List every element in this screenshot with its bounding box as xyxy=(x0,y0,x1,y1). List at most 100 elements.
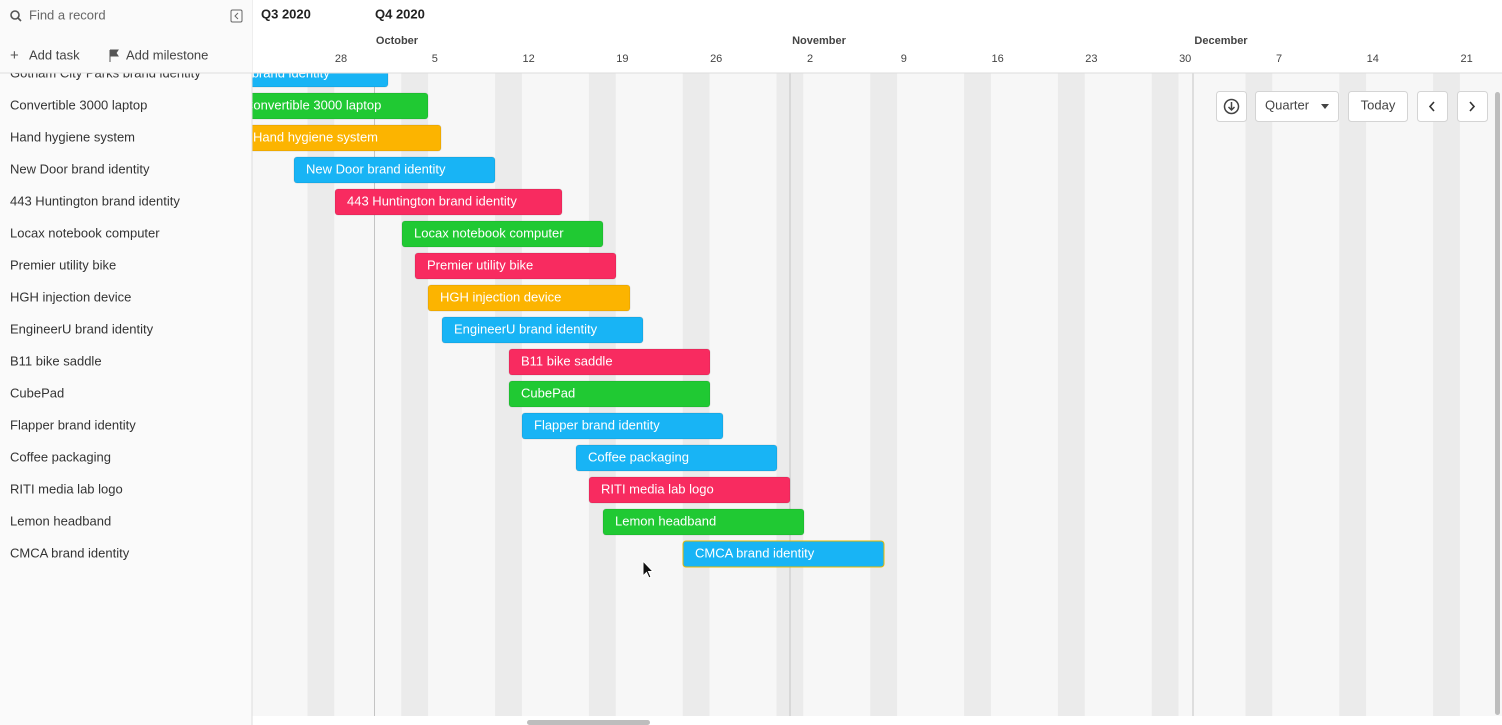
today-button[interactable] xyxy=(1348,91,1408,122)
task-bar-label: EngineerU brand identity xyxy=(454,321,598,336)
weekend-stripe xyxy=(1245,73,1273,716)
record-name[interactable]: Locax notebook computer xyxy=(10,225,160,240)
record-name[interactable]: Lemon headband xyxy=(10,513,111,528)
day-label: 30 xyxy=(1179,53,1191,65)
day-label: 28 xyxy=(335,53,347,65)
weekend-stripe xyxy=(1339,73,1367,716)
task-bar-label: Flapper brand identity xyxy=(534,417,660,432)
month-label: October xyxy=(376,35,419,47)
quarter-label: Q4 2020 xyxy=(375,6,425,21)
task-bar[interactable] xyxy=(441,316,644,344)
task-bar-label: RITI media lab logo xyxy=(601,481,714,496)
search-input[interactable]: Find a record xyxy=(29,7,106,22)
record-name[interactable]: CMCA brand identity xyxy=(10,545,130,560)
task-bar-label: Premier utility bike xyxy=(427,257,533,272)
record-name[interactable]: CubePad xyxy=(10,385,64,400)
record-name[interactable]: Flapper brand identity xyxy=(10,417,136,432)
weekend-stripe xyxy=(964,73,991,716)
task-bar-label: Convertible 3000 laptop xyxy=(244,97,381,112)
record-name[interactable]: New Door brand identity xyxy=(10,161,150,176)
collapse-button[interactable] xyxy=(230,9,243,23)
day-label: 7 xyxy=(1276,53,1282,65)
record-name[interactable]: Hand hygiene system xyxy=(10,129,135,144)
task-bar[interactable] xyxy=(602,508,805,536)
day-label: 12 xyxy=(522,53,534,65)
task-bar-label: Coffee packaging xyxy=(588,449,689,464)
h-scrollbar[interactable] xyxy=(527,720,650,725)
task-bar-label: Gotham City Parks brand identity xyxy=(139,65,330,80)
weekend-stripe xyxy=(1433,73,1460,716)
record-name[interactable]: Premier utility bike xyxy=(10,257,116,272)
sidebar xyxy=(0,0,252,725)
task-bar-label: CMCA brand identity xyxy=(695,545,815,560)
task-bar[interactable] xyxy=(240,124,442,152)
task-bar[interactable] xyxy=(588,476,791,504)
next-button[interactable] xyxy=(1457,91,1488,122)
day-label: 9 xyxy=(901,53,907,65)
day-label: 21 xyxy=(1460,53,1472,65)
v-scrollbar[interactable] xyxy=(1495,92,1500,715)
task-bar-label: Locax notebook computer xyxy=(414,225,564,240)
download-icon xyxy=(1223,98,1240,115)
task-bar[interactable] xyxy=(575,444,778,472)
today-label: Today xyxy=(1361,97,1396,112)
record-name[interactable]: Convertible 3000 laptop xyxy=(10,97,147,112)
task-bar-label: Hand hygiene system xyxy=(253,129,378,144)
task-bar-label: B11 bike saddle xyxy=(521,353,613,368)
task-bar-label: CubePad xyxy=(521,385,575,400)
search[interactable]: Find a record xyxy=(10,7,106,22)
task-bar[interactable] xyxy=(200,61,389,88)
zoom-label: Quarter xyxy=(1265,97,1310,112)
task-bar-label: New Door brand identity xyxy=(306,161,446,176)
day-label: 26 xyxy=(710,53,722,65)
day-label: 19 xyxy=(616,53,628,65)
record-name[interactable]: Coffee packaging xyxy=(10,449,111,464)
task-bar[interactable] xyxy=(414,252,617,280)
dropdown-caret xyxy=(1321,104,1329,109)
zoom-dropdown[interactable] xyxy=(1255,91,1339,122)
task-bar[interactable] xyxy=(521,412,724,440)
task-bar-label: HGH injection device xyxy=(440,289,561,304)
prev-button[interactable] xyxy=(1417,91,1448,122)
weekend-stripe xyxy=(1151,73,1179,716)
sidebar-header xyxy=(0,0,252,73)
month-label: November xyxy=(792,35,847,47)
task-bar[interactable] xyxy=(225,92,429,120)
month-label: December xyxy=(1194,35,1248,47)
add-milestone[interactable]: Add milestone xyxy=(126,47,208,62)
weekend-stripe xyxy=(870,73,898,716)
timeline-header xyxy=(253,0,1502,73)
mouse-cursor xyxy=(642,559,655,579)
task-bar[interactable] xyxy=(334,188,563,216)
day-label: 16 xyxy=(991,53,1003,65)
prev-icon xyxy=(1428,101,1435,112)
day-label: 23 xyxy=(1085,53,1097,65)
download-icon xyxy=(1227,102,1236,112)
weekend-stripe xyxy=(1057,73,1085,716)
record-name[interactable]: B11 bike saddle xyxy=(10,353,102,368)
record-name[interactable]: 443 Huntington brand identity xyxy=(10,193,180,208)
task-bar[interactable] xyxy=(427,284,631,312)
task-bar[interactable] xyxy=(293,156,496,184)
collapse-icon xyxy=(234,12,239,20)
task-bar-label: 443 Huntington brand identity xyxy=(347,193,517,208)
record-name[interactable]: EngineerU brand identity xyxy=(10,321,154,336)
task-bar[interactable] xyxy=(508,348,711,376)
task-bar[interactable] xyxy=(508,380,711,408)
milestone-icon xyxy=(109,49,119,62)
add-icon: + xyxy=(10,47,19,64)
h-scroll-track xyxy=(252,716,1502,725)
record-name[interactable]: Gotham City Parks brand identity xyxy=(10,65,201,80)
record-name[interactable]: HGH injection device xyxy=(10,289,131,304)
task-bar[interactable] xyxy=(682,540,885,568)
add-task[interactable]: Add task xyxy=(29,47,80,62)
search-icon xyxy=(17,17,22,22)
day-label: 14 xyxy=(1367,53,1379,65)
task-bar-label: Lemon headband xyxy=(615,513,716,528)
record-name[interactable]: RITI media lab logo xyxy=(10,481,123,496)
day-label: 5 xyxy=(432,53,438,65)
search-icon xyxy=(10,10,20,20)
next-icon xyxy=(1469,101,1476,112)
task-bar[interactable] xyxy=(401,220,604,248)
